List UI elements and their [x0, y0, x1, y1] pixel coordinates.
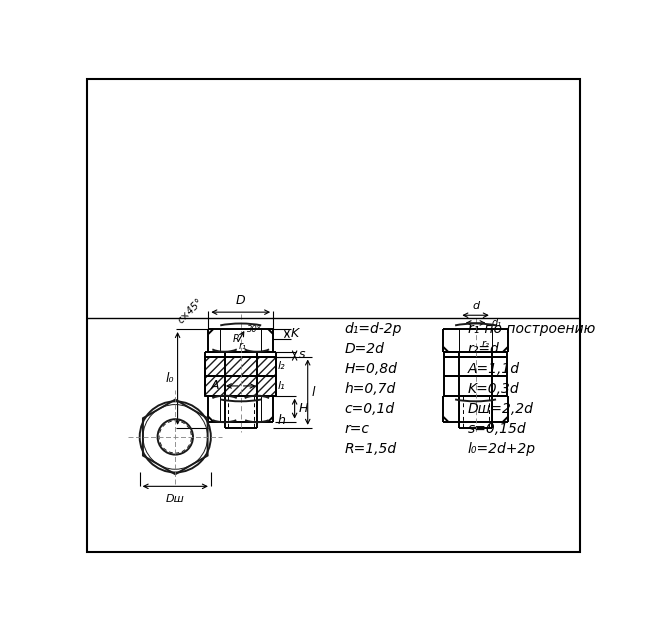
Text: s=0,15d: s=0,15d	[468, 422, 526, 436]
Text: c=0,1d: c=0,1d	[344, 402, 395, 416]
Text: H: H	[298, 402, 308, 415]
Text: d: d	[472, 301, 479, 311]
Text: h: h	[278, 414, 285, 428]
Text: K: K	[291, 328, 299, 341]
Text: R=1,5d: R=1,5d	[344, 442, 396, 456]
Text: A=1,1d: A=1,1d	[468, 362, 520, 376]
Text: r₂=d: r₂=d	[468, 342, 500, 356]
Text: r=c: r=c	[344, 422, 370, 436]
Text: s: s	[298, 348, 305, 361]
Text: K=0,3d: K=0,3d	[468, 382, 519, 396]
Text: l₂: l₂	[278, 361, 285, 371]
Text: d₁=d-2p: d₁=d-2p	[344, 322, 402, 336]
Text: r₂: r₂	[482, 339, 490, 349]
Text: l₀=2d+2p: l₀=2d+2p	[468, 442, 536, 456]
Text: c×45°: c×45°	[176, 296, 205, 325]
Text: l₀: l₀	[165, 372, 174, 385]
Text: Dш=2,2d: Dш=2,2d	[468, 402, 534, 416]
Text: d₁: d₁	[491, 318, 502, 328]
Bar	[205, 376, 276, 396]
Bar	[205, 357, 276, 376]
Text: l₁: l₁	[278, 381, 285, 391]
Text: h=0,7d: h=0,7d	[344, 382, 396, 396]
Text: D: D	[236, 294, 246, 307]
Text: r₁: r₁	[239, 341, 246, 351]
Text: H=0,8d: H=0,8d	[344, 362, 398, 376]
Text: r₁-по построению: r₁-по построению	[468, 322, 595, 336]
Text: Dш: Dш	[166, 494, 185, 504]
Text: A: A	[211, 379, 219, 392]
Text: R: R	[233, 334, 239, 344]
Text: l: l	[311, 386, 315, 399]
Text: D=2d: D=2d	[344, 342, 385, 356]
Text: 30°: 30°	[246, 326, 261, 334]
